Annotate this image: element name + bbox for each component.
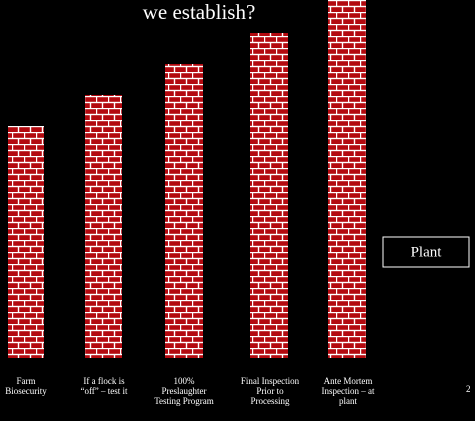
barrier-label: Prior to [256, 386, 284, 396]
barrier-label: 100% [174, 376, 196, 386]
brick-pillar [85, 95, 122, 358]
brick-pillar [328, 0, 366, 358]
plant-box [382, 236, 470, 268]
barrier-label: Testing Program [154, 396, 214, 406]
page-number: 2 [466, 384, 471, 394]
barrier-label: Biosecurity [5, 386, 47, 396]
brick-pillar [165, 64, 203, 358]
plant-label: Plant [411, 244, 443, 260]
barrier-label: Final Inspection [241, 376, 300, 386]
barrier-label: Farm [17, 376, 36, 386]
brick-pillar [250, 33, 288, 358]
barrier-label: Preslaughter [162, 386, 207, 396]
barrier-label: Inspection – at [322, 386, 375, 396]
title: we establish? [143, 0, 256, 24]
barrier-label: “off” – test it [80, 386, 128, 396]
barrier-label: plant [339, 396, 357, 406]
barrier-label: If a flock is [83, 376, 125, 386]
barrier-label: Processing [251, 396, 290, 406]
barrier-label: Ante Mortem [324, 376, 373, 386]
brick-pillar [8, 126, 44, 358]
